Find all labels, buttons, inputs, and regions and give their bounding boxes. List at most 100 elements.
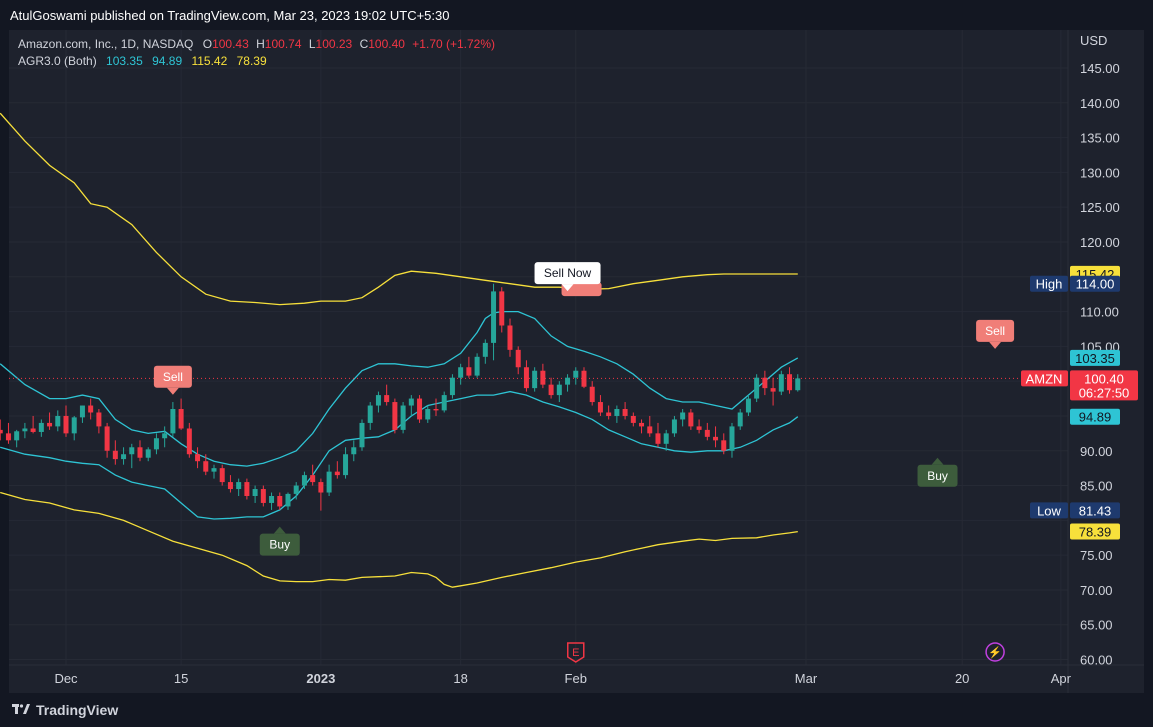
candle <box>408 395 414 416</box>
chart-panel[interactable] <box>9 30 1144 693</box>
buy-label: Buy <box>927 469 948 483</box>
price-tag-value: 94.89 <box>1079 410 1112 425</box>
candle-body <box>425 409 431 420</box>
x-tick-label: Dec <box>54 671 78 686</box>
candle-body <box>227 482 233 490</box>
candle-body <box>285 493 291 507</box>
ind-cyan-lower-tag[interactable]: 94.89 <box>1070 408 1120 425</box>
candle <box>153 433 159 455</box>
candle <box>417 395 423 423</box>
candle <box>351 440 357 462</box>
candle <box>474 353 480 378</box>
candle-body <box>343 454 349 476</box>
candle-body <box>334 471 340 476</box>
candle <box>38 419 44 437</box>
candle-body <box>622 409 628 416</box>
candle-body <box>351 447 357 455</box>
tradingview-logo[interactable]: TradingView <box>12 702 118 718</box>
candle-body <box>293 485 299 494</box>
candle <box>293 482 299 500</box>
signal-buy: Buy <box>917 457 958 487</box>
candle <box>195 447 201 469</box>
candle-body <box>795 378 801 391</box>
close-value: 100.40 <box>368 37 405 51</box>
candle <box>359 419 365 451</box>
candle <box>540 363 546 389</box>
candle <box>285 492 291 510</box>
candle-body <box>14 431 20 441</box>
ind-lower-tag[interactable]: 78.39 <box>1070 523 1120 540</box>
symbol-legend-row[interactable]: Amazon.com, Inc., 1D, NASDAQ O100.43 H10… <box>18 36 495 53</box>
x-tick-label: Mar <box>795 671 818 686</box>
candle <box>499 287 505 333</box>
candle-body <box>548 384 554 396</box>
candle <box>63 405 69 437</box>
sellnow-arrow <box>561 284 574 292</box>
candle <box>112 440 118 465</box>
band-lower-yellow-band <box>0 491 798 588</box>
last-price-value: 100.40 <box>1084 371 1124 386</box>
ind-cyan-upper-tag[interactable]: 103.35 <box>1070 349 1120 366</box>
sellnow-badge <box>534 262 601 285</box>
candle <box>729 422 735 458</box>
candle-body <box>606 412 612 416</box>
y-tick-label: 140.00 <box>1080 96 1120 111</box>
candle <box>219 464 225 486</box>
price-tag-prefix-bg <box>1030 502 1068 519</box>
price-tag-bg <box>1070 502 1120 519</box>
candle-body <box>195 454 201 462</box>
candle-body <box>47 422 53 427</box>
candle <box>721 433 727 455</box>
price-tag-bg <box>1070 408 1120 425</box>
candle <box>778 370 784 396</box>
candle-body <box>203 461 209 472</box>
candle <box>548 377 554 399</box>
x-tick-label: Apr <box>1051 671 1072 686</box>
high-label: H <box>256 37 265 51</box>
candle-body <box>458 367 464 378</box>
high-tag[interactable]: 114.00 High <box>1030 275 1120 292</box>
time-axis: Dec15202318FebMar20AprMay1530 <box>9 664 1144 686</box>
countdown-value: 06:27:50 <box>1079 385 1130 400</box>
sell-badge <box>153 365 192 388</box>
candle <box>597 395 603 416</box>
candle <box>614 405 620 423</box>
candle-body <box>680 412 686 420</box>
candle-body <box>38 422 44 432</box>
candle <box>762 370 768 396</box>
signal-sell: Sell <box>976 319 1015 349</box>
indicator-legend-row[interactable]: AGR3.0 (Both) 103.35 94.89 115.42 78.39 <box>18 53 495 70</box>
candle <box>449 374 455 399</box>
candle <box>186 422 192 458</box>
candle <box>310 464 316 486</box>
y-tick-label: 85.00 <box>1080 479 1113 494</box>
buy-arrow <box>273 526 286 534</box>
symbol-title[interactable]: Amazon.com, Inc., 1D, NASDAQ <box>18 37 194 51</box>
candle-body <box>244 482 250 496</box>
low-tag[interactable]: 81.43 Low <box>1030 502 1120 519</box>
candle-body <box>88 405 94 413</box>
candle <box>170 402 176 437</box>
symbol-tag-bg <box>1021 370 1068 387</box>
low-label: L <box>308 37 316 51</box>
candle-body <box>597 402 603 413</box>
sell-arrow <box>166 387 179 395</box>
buy-arrow <box>931 457 944 465</box>
y-tick-label: 75.00 <box>1080 548 1113 563</box>
indicator-title[interactable]: AGR3.0 (Both) <box>18 54 97 68</box>
events: E⚡E <box>567 642 1005 663</box>
candle <box>630 412 636 427</box>
signal-buy: Buy <box>259 526 300 556</box>
candle-body <box>713 436 719 441</box>
y-tick-label: 130.00 <box>1080 165 1120 180</box>
candle <box>515 346 521 375</box>
candle <box>384 384 390 406</box>
candle <box>400 402 406 434</box>
candle <box>671 415 677 437</box>
candle-body <box>721 440 727 451</box>
candle-body <box>778 374 784 392</box>
candle <box>532 367 538 392</box>
candle-body <box>310 475 316 483</box>
